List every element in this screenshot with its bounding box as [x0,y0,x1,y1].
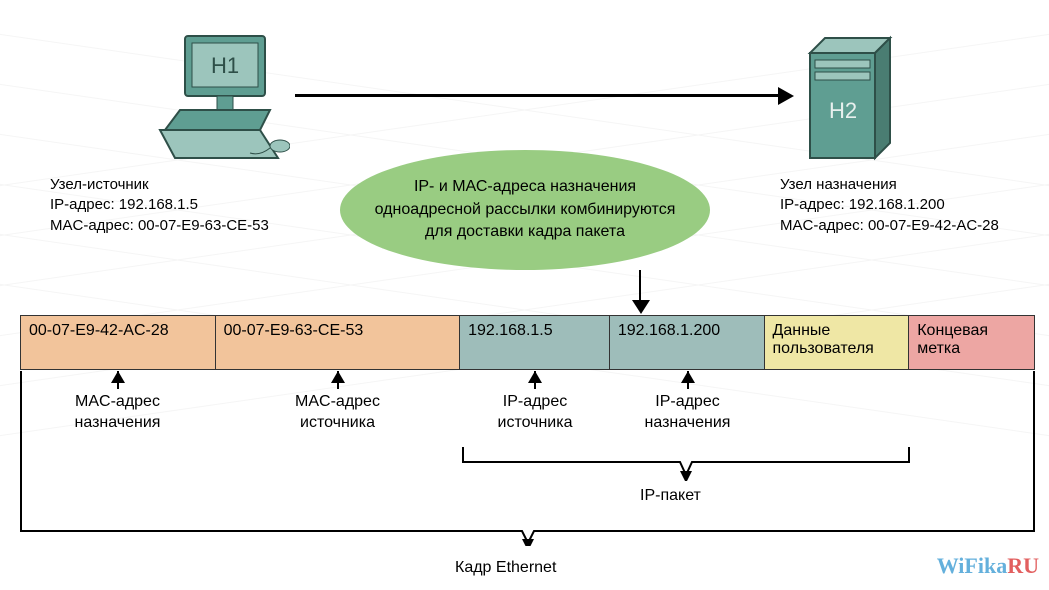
frame-cell-2: 192.168.1.5 [460,316,610,369]
device-h1: H1 [150,28,290,173]
h2-info: Узел назначения IP-адрес: 192.168.1.200 … [780,175,999,236]
h2-label: H2 [829,98,857,123]
eth-bracket [20,371,1036,546]
watermark: WiFikaRU [937,553,1039,579]
h1-label: H1 [211,53,239,78]
device-h2: H2 [790,28,910,173]
eth-bracket-label: Кадр Ethernet [455,558,556,579]
frame-cell-1: 00-07-E9-63-CE-53 [216,316,461,369]
explanation-bubble: IP- и МАС-адреса назначения одноадресной… [340,150,710,270]
h1-info: Узел-источник IP-адрес: 192.168.1.5 MAC-… [50,175,269,236]
bubble-text: IP- и МАС-адреса назначения одноадресной… [370,176,680,243]
frame-cell-5: Концевая метка [909,316,1034,369]
frame-cell-4: Данные пользователя [765,316,910,369]
frame-cell-3: 192.168.1.200 [610,316,765,369]
watermark-suffix: RU [1007,553,1039,578]
watermark-main: WiFika [937,553,1008,578]
frame-cell-0: 00-07-E9-42-AC-28 [21,316,216,369]
ethernet-frame: 00-07-E9-42-AC-2800-07-E9-63-CE-53192.16… [20,315,1035,370]
